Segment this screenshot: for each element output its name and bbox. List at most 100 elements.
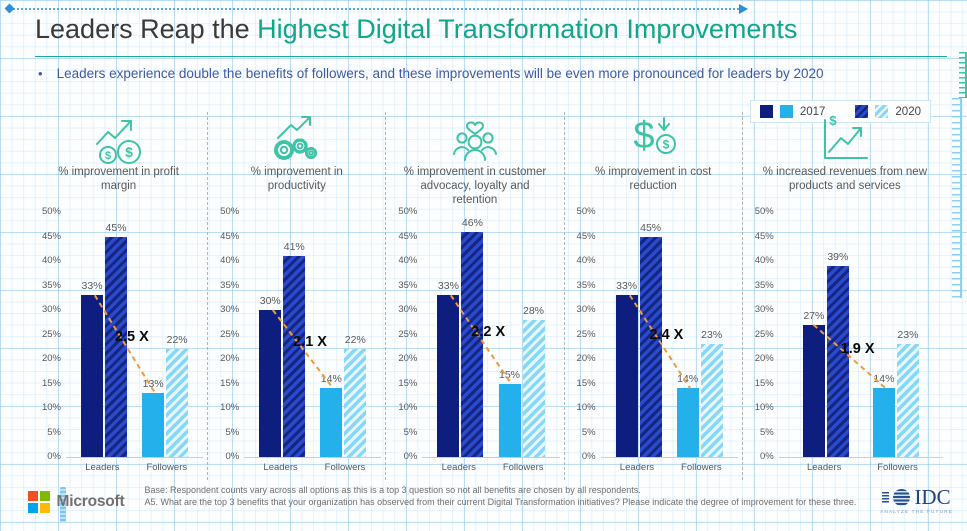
x-axis-labels: Leaders Followers xyxy=(779,458,943,480)
y-tick-5: 5% xyxy=(47,426,61,438)
bar-leaders-2017: 30% xyxy=(259,295,282,457)
y-tick-20: 20% xyxy=(220,353,240,364)
legend-label-2020: 2020 xyxy=(895,105,921,118)
bar-followers-2017: 13% xyxy=(142,378,165,457)
bar-value-label: 22% xyxy=(166,334,188,347)
page-title-highlight: Highest Digital Transformation Improveme… xyxy=(257,14,798,44)
y-tick-40: 40% xyxy=(754,255,774,266)
y-tick-50: 50% xyxy=(41,206,61,217)
x-label-followers: Followers xyxy=(146,462,188,473)
ratio-label: 2.1 X xyxy=(293,333,327,350)
svg-text:$: $ xyxy=(105,150,111,162)
y-tick-35: 35% xyxy=(754,279,774,291)
ratio-label: 2.2 X xyxy=(471,324,506,341)
dollar-down-arrow-coin-icon: $ $ xyxy=(569,112,738,166)
bar-leaders-2017: 33% xyxy=(81,280,104,457)
bar-value-label: 28% xyxy=(522,304,545,317)
y-tick-10: 10% xyxy=(754,402,774,413)
idc-globe-icon xyxy=(893,489,911,506)
bar-group-followers: 13% 22% xyxy=(142,212,189,457)
y-tick-15: 15% xyxy=(398,377,418,389)
bar-followers-2017: 14% xyxy=(872,373,895,457)
footer: Microsoft Base: Respondent counts vary a… xyxy=(28,485,953,527)
microsoft-squares-icon xyxy=(28,491,50,513)
bar-followers-2017: 14% xyxy=(676,373,699,457)
y-tick-30: 30% xyxy=(220,304,240,315)
idc-logo: IDC ANALYZE THE FUTURE xyxy=(880,485,953,516)
bar-plot: 30% 41% 14% 22% 2.1 X xyxy=(244,212,382,458)
bar-group-followers: 14% 23% xyxy=(872,212,919,457)
y-tick-20: 20% xyxy=(576,353,596,364)
bar-followers-2020: 23% xyxy=(700,329,723,457)
bar-group-leaders: 27% 39% xyxy=(802,212,849,457)
gears-trend-up-icon xyxy=(212,112,381,166)
decorative-blue-ruler xyxy=(952,98,962,298)
chart-area: 0% 5% 10% 15% 20% 25% 30% 35% 40% 45% 50% 33% 45% 13… xyxy=(34,206,204,480)
y-tick-0: 0% xyxy=(225,451,240,462)
bar-leaders-2017: 27% xyxy=(802,310,825,457)
chart-area: 0% 5% 10% 15% 20% 25% 30% 35% 40% 45% 50% 30% 41% 14… xyxy=(212,206,382,480)
y-tick-45: 45% xyxy=(754,230,774,242)
x-label-followers: Followers xyxy=(681,462,722,473)
bar-value-label: 14% xyxy=(873,373,895,386)
bar-value-label: 30% xyxy=(259,295,281,307)
bar-group-followers: 14% 22% xyxy=(320,212,367,457)
bar-followers-2020: 22% xyxy=(166,334,189,457)
x-label-followers: Followers xyxy=(324,462,366,473)
idc-wordmark: IDC xyxy=(914,485,951,509)
subtitle-text: Leaders experience double the benefits o… xyxy=(56,66,824,81)
y-tick-50: 50% xyxy=(398,206,418,217)
chart-panels: $ $ % improvement in profit margin 0% 5% 1… xyxy=(30,112,947,480)
bar-value-label: 45% xyxy=(640,221,662,234)
y-tick-20: 20% xyxy=(398,353,418,364)
y-tick-5: 5% xyxy=(760,426,774,438)
y-tick-50: 50% xyxy=(220,206,240,217)
bar-plot: 27% 39% 14% 23% 1.9 X xyxy=(778,212,943,458)
y-tick-50: 50% xyxy=(576,206,596,217)
y-tick-10: 10% xyxy=(220,402,240,413)
y-tick-10: 10% xyxy=(41,402,61,413)
y-tick-25: 25% xyxy=(220,328,240,340)
y-tick-5: 5% xyxy=(581,426,596,438)
page-title-prefix: Leaders Reap the xyxy=(35,14,258,44)
bar-leaders-2020: 46% xyxy=(461,217,484,457)
bar-followers-2020: 23% xyxy=(896,329,919,457)
svg-text:$: $ xyxy=(125,144,133,160)
bar-value-label: 15% xyxy=(498,368,521,381)
bar-value-label: 22% xyxy=(344,334,366,347)
bar-leaders-2020: 45% xyxy=(639,222,662,457)
dotted-line-diamond-icon xyxy=(4,3,15,14)
bar-plot: 33% 45% 14% 23% 2.4 X xyxy=(600,212,738,458)
y-tick-50: 50% xyxy=(754,206,774,217)
chart-area: 0% 5% 10% 15% 20% 25% 30% 35% 40% 45% 50% 27% 39% 14… xyxy=(747,206,943,480)
legend-swatch-2020-dark xyxy=(855,105,869,118)
x-label-followers: Followers xyxy=(502,462,544,473)
bar-leaders-2020: 39% xyxy=(826,251,849,457)
ratio-label: 2.4 X xyxy=(649,326,684,343)
bar-followers-2020: 22% xyxy=(344,334,367,457)
page-title: Leaders Reap the Highest Digital Transfo… xyxy=(35,14,797,45)
y-tick-45: 45% xyxy=(398,230,418,242)
plot-column: 33% 45% 13% 22% 2.5 X Leaders Followers xyxy=(66,212,204,480)
idc-lines-icon xyxy=(882,492,890,503)
trend-up-coins-icon: $ $ xyxy=(34,112,203,166)
panel-caption: % improvement in customer advocacy, loya… xyxy=(403,166,547,206)
title-underline xyxy=(35,56,947,57)
panel-profit-margin: $ $ % improvement in profit margin 0% 5% 1… xyxy=(30,112,207,480)
y-tick-30: 30% xyxy=(754,304,774,315)
y-tick-25: 25% xyxy=(398,328,418,340)
bar-value-label: 33% xyxy=(616,280,638,293)
bar-plot: 33% 46% 15% 28% 2.2 X xyxy=(422,212,560,458)
plot-column: 33% 45% 14% 23% 2.4 X Leaders Followers xyxy=(600,212,738,480)
idc-tagline: ANALYZE THE FUTURE xyxy=(880,510,953,515)
x-axis-labels: Leaders Followers xyxy=(422,458,559,480)
x-label-leaders: Leaders xyxy=(441,462,476,473)
y-tick-20: 20% xyxy=(41,353,61,364)
people-heart-icon xyxy=(390,112,559,166)
panel-caption: % improvement in cost reduction xyxy=(594,166,712,192)
chart-axes-trend-dollar-icon: $ xyxy=(747,112,943,166)
y-tick-15: 15% xyxy=(220,377,240,389)
bar-value-label: 41% xyxy=(283,241,305,254)
bar-value-label: 33% xyxy=(81,280,103,293)
